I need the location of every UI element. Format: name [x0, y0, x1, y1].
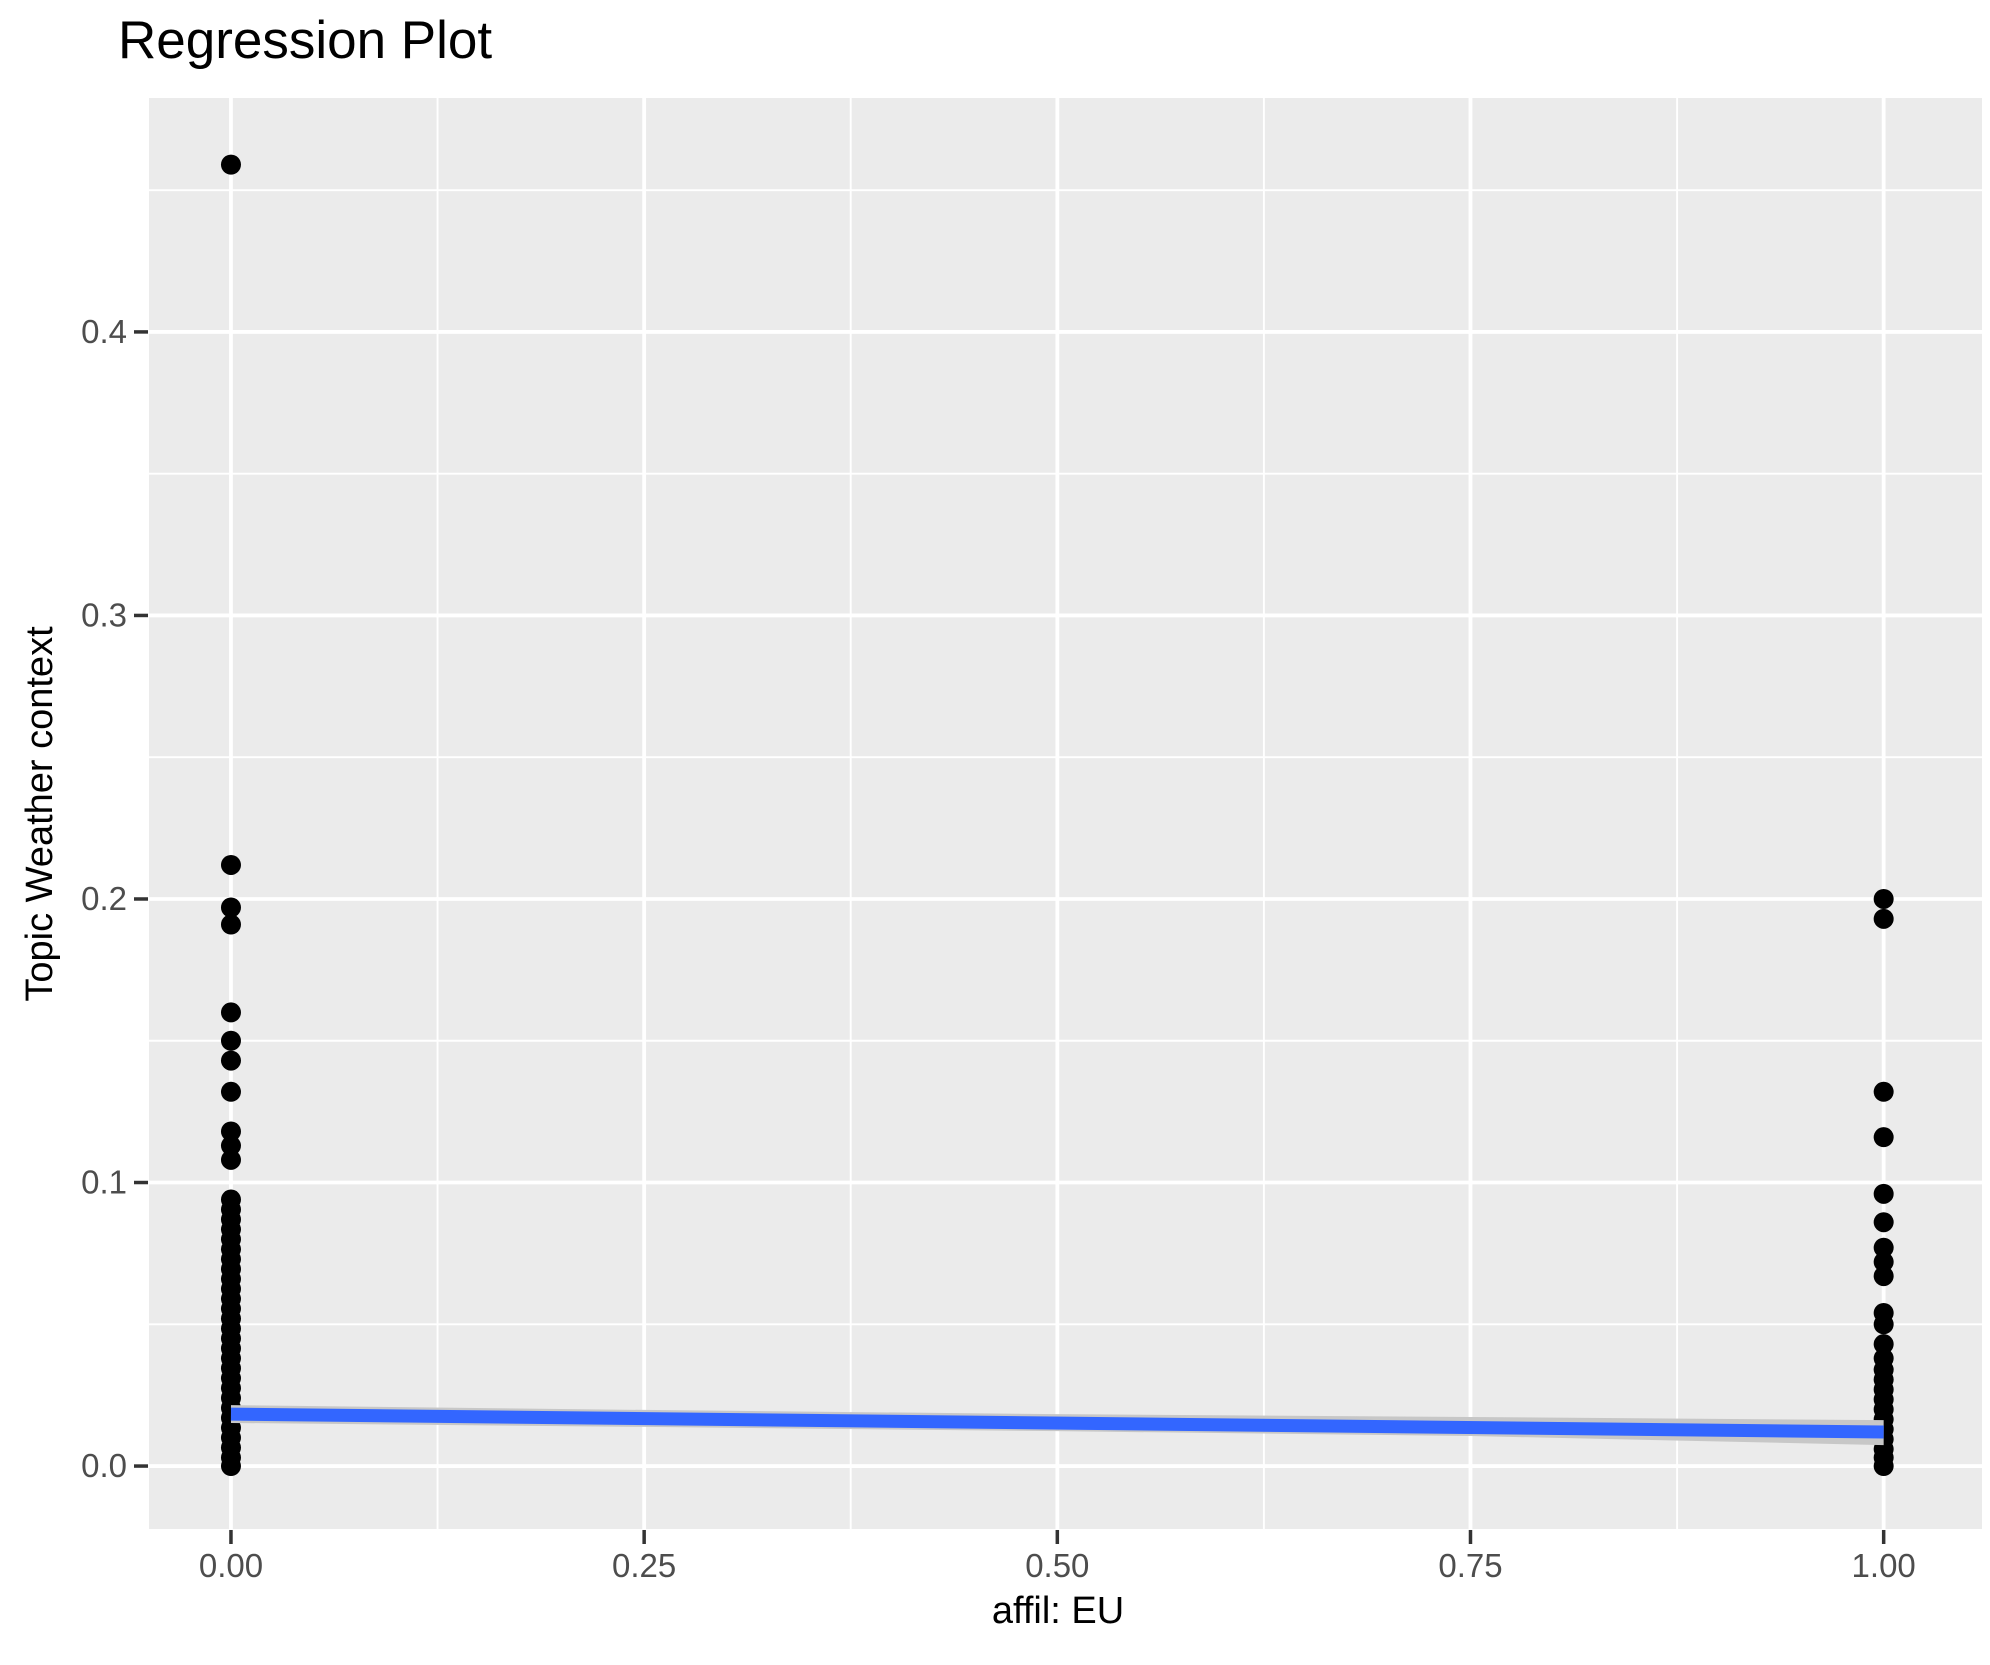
y-tick-label: 0.4	[81, 313, 127, 350]
data-point	[1873, 908, 1894, 929]
regression-line	[230, 1407, 1884, 1439]
y-axis-title: Topic Weather context	[19, 626, 61, 1002]
y-tick-label: 0.1	[81, 1164, 127, 1201]
data-point	[220, 1030, 241, 1051]
data-point	[1873, 1127, 1894, 1148]
data-point	[220, 1456, 241, 1477]
x-tick-label: 0.25	[612, 1547, 676, 1584]
axis-tick-marks	[134, 330, 1886, 1544]
data-point	[1873, 1334, 1894, 1355]
data-point	[220, 1002, 241, 1023]
scatter-points	[220, 154, 1894, 1477]
y-tick-label: 0.0	[81, 1447, 127, 1484]
x-tick-label: 1.00	[1852, 1547, 1916, 1584]
data-point	[1873, 1456, 1894, 1477]
data-point	[220, 1050, 241, 1071]
data-point	[220, 914, 241, 935]
panel-rect	[149, 98, 1982, 1529]
data-point	[1873, 1314, 1894, 1335]
data-point	[220, 1149, 241, 1170]
chart-title: Regression Plot	[118, 11, 492, 70]
x-tick-label: 0.50	[1025, 1547, 1089, 1584]
data-point	[1873, 1212, 1894, 1233]
data-point	[220, 1121, 241, 1142]
major-gridlines	[149, 98, 1982, 1529]
data-point	[1873, 1081, 1894, 1102]
data-point	[1873, 888, 1894, 909]
x-tick-label: 0.75	[1438, 1547, 1502, 1584]
x-axis-title: affil: EU	[992, 1590, 1124, 1632]
data-point	[220, 897, 241, 918]
regression-line-stroke	[230, 1407, 1884, 1439]
data-point	[1873, 1266, 1894, 1287]
y-tick-label: 0.2	[81, 880, 127, 917]
data-point	[1873, 1183, 1894, 1204]
data-point	[220, 1081, 241, 1102]
data-point	[220, 154, 241, 175]
axis-tick-labels: 0.00 0.25 0.50 0.75 1.00 0.0 0.1 0.2 0.3 0.4	[81, 313, 1916, 1584]
panel-background	[149, 98, 1982, 1529]
data-point	[1873, 1251, 1894, 1272]
data-point	[220, 1135, 241, 1156]
x-tick-label: 0.00	[199, 1547, 263, 1584]
data-point	[220, 854, 241, 875]
minor-gridlines	[149, 98, 1982, 1529]
data-point	[1873, 1237, 1894, 1258]
y-tick-label: 0.3	[81, 596, 127, 633]
